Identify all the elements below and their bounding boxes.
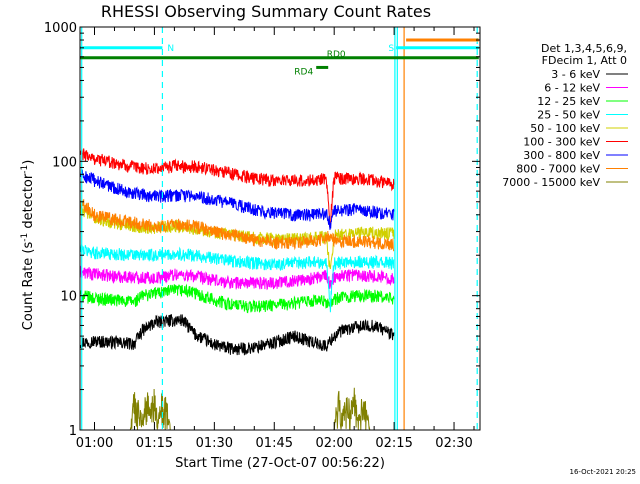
x-tick-label: 02:30 [435, 436, 472, 451]
y-tick-label: 100 [52, 155, 77, 170]
series-line-7 [79, 168, 395, 230]
y-tick-label: 1000 [44, 21, 77, 36]
x-tick-label: 02:00 [315, 436, 352, 451]
plot-axes-layer: 1 10 100 1000 01:00 01:15 01:30 01:45 02:00 02:15… [44, 21, 481, 451]
legend-entry-label-7: 300 - 800 keV [523, 149, 600, 162]
legend-entry-label-5: 50 - 100 keV [530, 122, 600, 135]
plot-frame [79, 26, 481, 431]
series-line-2 [79, 264, 395, 291]
legend-entry-label-3: 12 - 25 keV [537, 95, 600, 108]
x-axis-label: Start Time (27-Oct-07 00:56:22) [175, 456, 385, 471]
flag-label-rd0: RD0 [327, 50, 346, 60]
flag-label-n: N [167, 44, 174, 54]
y-axis-label-start: Count Rate (s [21, 242, 36, 331]
legend: Det 1,3,4,5,6,9,FDecim 1, Att 03 - 6 keV… [502, 42, 628, 189]
series-line-6 [79, 148, 395, 228]
flag-label-s: S [388, 44, 394, 54]
chart-title: RHESSI Observing Summary Count Rates [101, 2, 431, 21]
legend-entry-label-8: 800 - 7000 keV [516, 163, 600, 176]
flag-label-rd4: RD4 [294, 67, 313, 77]
y-axis-label-end: ) [21, 160, 36, 165]
legend-entry-label-6: 100 - 300 keV [523, 136, 600, 149]
y-axis-label-middle: detector [21, 173, 36, 233]
legend-header-line-2: FDecim 1, Att 0 [542, 54, 627, 67]
series-line-8 [79, 198, 395, 252]
legend-entry-label-4: 25 - 50 keV [537, 109, 600, 122]
x-tick-label: 01:00 [76, 436, 113, 451]
series-line-4 [79, 244, 395, 313]
legend-entry-label-1: 3 - 6 keV [551, 68, 600, 81]
x-tick-label: 01:30 [196, 436, 233, 451]
y-tick-label: 10 [60, 290, 77, 305]
y-axis-label: Count Rate (s-1 detector-1) [20, 160, 36, 331]
y-tick-label: 1 [69, 424, 77, 439]
series-line-1 [79, 314, 395, 356]
legend-header-line-1: Det 1,3,4,5,6,9, [541, 42, 627, 55]
y-axis-label-exponent-2: -1 [20, 165, 30, 174]
x-tick-label: 01:45 [256, 436, 293, 451]
legend-entry-label-2: 6 - 12 keV [544, 82, 600, 95]
legend-entry-label-9: 7000 - 15000 keV [502, 176, 600, 189]
x-tick-label: 02:15 [375, 436, 412, 451]
generated-timestamp: 16-Oct-2021 20:25 [570, 468, 636, 476]
y-axis-label-exponent-1: -1 [20, 233, 30, 242]
x-tick-label: 01:15 [136, 436, 173, 451]
series-line-3 [79, 283, 395, 314]
